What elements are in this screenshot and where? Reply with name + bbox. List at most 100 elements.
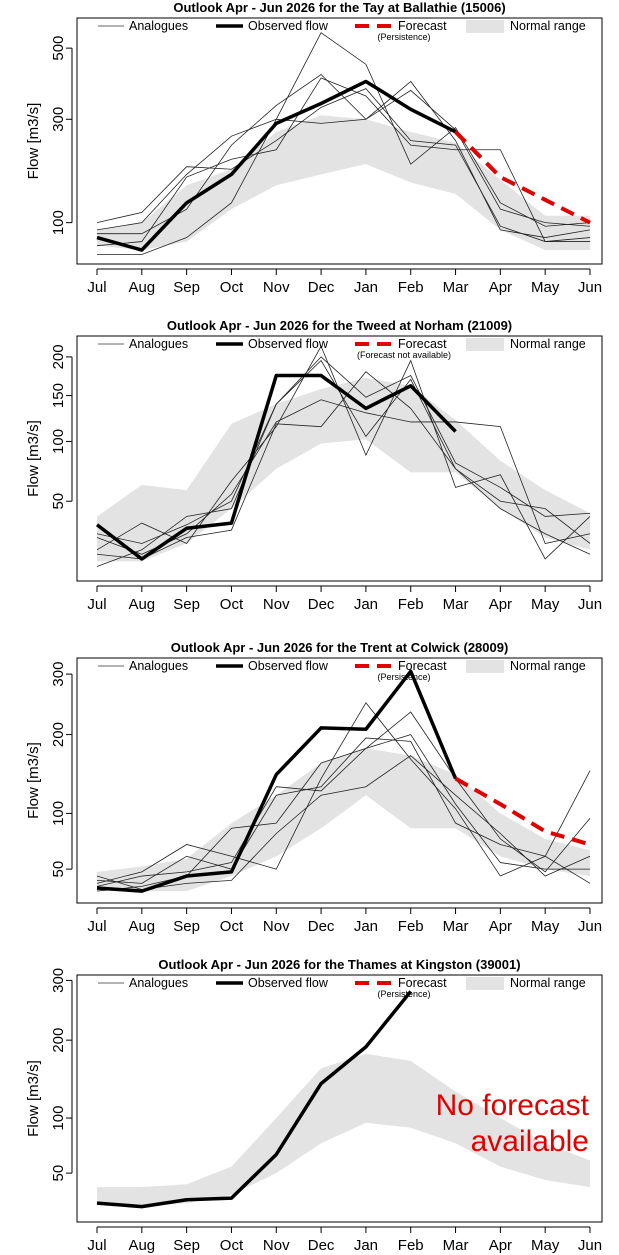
forecast-line <box>454 776 591 847</box>
legend-forecast-label: Forecast <box>398 337 447 351</box>
x-tick-label: Nov <box>263 1237 290 1254</box>
legend-forecast-label: Forecast <box>398 19 447 33</box>
x-tick-label: Jun <box>578 918 602 935</box>
legend-normal-label: Normal range <box>510 659 586 673</box>
x-tick-label: Sep <box>173 279 200 296</box>
legend-observed-label: Observed flow <box>248 19 329 33</box>
analogue-line <box>96 359 591 567</box>
analogue-line <box>96 80 591 238</box>
legend-normal-swatch <box>466 338 504 351</box>
x-tick-label: Dec <box>308 279 335 296</box>
chart-title: Outlook Apr - Jun 2026 for the Tay at Ba… <box>173 0 505 15</box>
x-tick-label: May <box>531 279 560 296</box>
legend-observed-label: Observed flow <box>248 337 329 351</box>
analogue-line <box>96 77 590 247</box>
x-tick-label: Nov <box>263 918 290 935</box>
no-forecast-message: No forecast <box>436 1089 590 1122</box>
y-tick-label: 200 <box>50 722 67 747</box>
normal-range-band <box>97 1053 590 1207</box>
x-tick-label: May <box>531 918 560 935</box>
chart-panel: Outlook Apr - Jun 2026 for the Tweed at … <box>25 318 603 613</box>
legend-forecast-note: (Forecast not available) <box>357 350 451 360</box>
y-tick-label: 300 <box>50 662 67 687</box>
analogue-line <box>97 32 591 255</box>
x-tick-label: Sep <box>173 918 200 935</box>
chart-title: Outlook Apr - Jun 2026 for the Tweed at … <box>167 318 512 333</box>
x-tick-label: Mar <box>443 279 469 296</box>
x-tick-label: Oct <box>220 1237 244 1254</box>
legend-observed-label: Observed flow <box>248 976 329 990</box>
x-tick-label: Sep <box>173 1237 200 1254</box>
chart-panel: Outlook Apr - Jun 2026 for the Trent at … <box>25 640 603 935</box>
legend-normal-label: Normal range <box>510 976 586 990</box>
y-tick-label: 100 <box>50 1106 67 1131</box>
analogue-line <box>96 737 591 884</box>
x-tick-label: Jan <box>354 596 378 613</box>
y-tick-label: 150 <box>50 383 67 408</box>
legend-analogues-label: Analogues <box>129 976 188 990</box>
y-axis-label: Flow [m3/s] <box>25 1060 42 1137</box>
analogue-line <box>96 734 590 887</box>
x-tick-label: May <box>531 1237 560 1254</box>
legend-analogues-label: Analogues <box>129 19 188 33</box>
legend-forecast-note: (Persistence) <box>377 32 430 42</box>
y-tick-label: 200 <box>50 1028 67 1053</box>
x-tick-label: Dec <box>308 1237 335 1254</box>
x-tick-label: Jul <box>87 596 106 613</box>
y-axis-label: Flow [m3/s] <box>25 103 42 180</box>
legend: Analogues Observed flow Forecast(Forecast … <box>98 337 586 360</box>
normal-range-band <box>97 115 590 251</box>
x-tick-label: Nov <box>263 279 290 296</box>
analogue-line <box>96 702 591 884</box>
legend-analogues-label: Analogues <box>129 337 188 351</box>
x-tick-label: Jan <box>354 1237 378 1254</box>
x-tick-label: Oct <box>220 596 244 613</box>
legend-normal-swatch <box>466 977 504 990</box>
x-tick-label: Jan <box>354 279 378 296</box>
x-tick-label: Aug <box>128 1237 155 1254</box>
plot-frame <box>76 335 603 582</box>
y-tick-label: 500 <box>50 36 67 61</box>
x-tick-label: Apr <box>489 279 512 296</box>
plot-frame <box>76 657 603 904</box>
legend-forecast-note: (Persistence) <box>377 989 430 999</box>
x-tick-label: Dec <box>308 918 335 935</box>
x-tick-label: Aug <box>128 918 155 935</box>
analogue-line <box>96 755 591 890</box>
x-tick-label: Nov <box>263 596 290 613</box>
x-tick-label: Apr <box>489 918 512 935</box>
legend-normal-label: Normal range <box>510 337 586 351</box>
x-tick-label: Feb <box>398 1237 424 1254</box>
chart-title: Outlook Apr - Jun 2026 for the Thames at… <box>158 957 520 972</box>
observed-flow-line <box>96 990 413 1209</box>
y-axis-label: Flow [m3/s] <box>25 742 42 819</box>
x-tick-label: Sep <box>173 596 200 613</box>
y-tick-label: 300 <box>50 107 67 132</box>
x-tick-label: Jul <box>87 279 106 296</box>
y-tick-label: 100 <box>50 429 67 454</box>
y-tick-label: 100 <box>50 210 67 235</box>
x-tick-label: Oct <box>220 918 244 935</box>
x-tick-label: Aug <box>128 596 155 613</box>
analogue-line <box>96 345 591 560</box>
y-tick-label: 200 <box>50 344 67 369</box>
analogue-line <box>96 371 591 560</box>
no-forecast-message: available <box>471 1125 589 1158</box>
normal-range-band <box>97 748 590 892</box>
x-tick-label: Apr <box>489 596 512 613</box>
x-tick-label: Oct <box>220 279 244 296</box>
y-axis-label: Flow [m3/s] <box>25 420 42 497</box>
analogue-line <box>96 356 591 544</box>
x-tick-label: Jan <box>354 918 378 935</box>
y-tick-label: 300 <box>50 968 67 993</box>
x-tick-label: Jun <box>578 1237 602 1254</box>
y-tick-label: 50 <box>50 1165 67 1182</box>
chart-panel: Outlook Apr - Jun 2026 for the Thames at… <box>25 957 603 1254</box>
forecast-line <box>454 130 591 225</box>
observed-flow-line <box>96 79 457 252</box>
observed-flow-line <box>96 669 458 893</box>
legend: Analogues Observed flow Forecast(Persisten… <box>98 19 586 42</box>
analogue-line <box>96 88 591 242</box>
x-tick-label: Mar <box>443 1237 469 1254</box>
